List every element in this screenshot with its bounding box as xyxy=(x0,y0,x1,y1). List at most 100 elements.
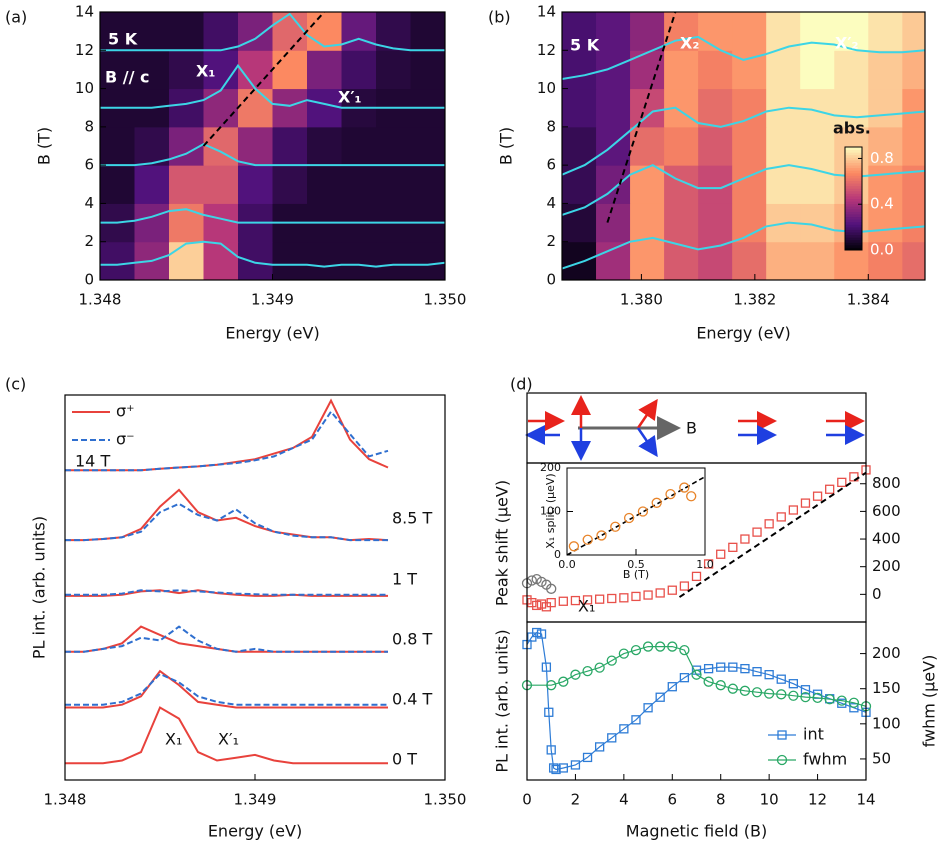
panel-label: (d) xyxy=(510,375,533,394)
data-point xyxy=(800,685,811,695)
data-point xyxy=(800,691,811,703)
y-tick-label: 6 xyxy=(84,156,94,174)
spectrum-trace xyxy=(562,163,925,216)
x-tick-label: 0 xyxy=(522,791,532,809)
x-axis-label: Magnetic field (B) xyxy=(626,822,767,841)
data-point xyxy=(812,491,823,501)
heatmap-cell xyxy=(732,126,767,166)
data-point xyxy=(643,703,653,713)
y-tick-label: 150 xyxy=(872,679,901,697)
y-tick-label: 100 xyxy=(872,714,901,732)
inset-x-label: B (T) xyxy=(623,568,649,581)
spectrum-trace xyxy=(562,35,925,80)
heatmap-cell xyxy=(800,203,835,243)
data-point xyxy=(764,519,774,529)
heatmap-cell xyxy=(596,203,631,243)
heatmap-cell xyxy=(630,88,665,128)
heatmap-cell xyxy=(203,203,239,243)
y-axis-label: PL int. (arb. units) xyxy=(30,516,49,659)
heatmap-cell xyxy=(307,88,342,128)
y-tick-label: 2 xyxy=(546,232,556,250)
data-point xyxy=(667,641,678,652)
spectrum-trace xyxy=(65,488,389,542)
x-tick-label: 1.349 xyxy=(234,791,277,809)
heatmap-cell xyxy=(203,88,239,128)
data-point xyxy=(776,689,787,700)
heatmap-cell xyxy=(834,50,869,90)
heatmap-cell xyxy=(902,203,925,243)
data-point xyxy=(548,763,559,773)
x-tick-label: 10 xyxy=(760,791,779,809)
annotation: X′₂ xyxy=(835,34,859,53)
field-label: B xyxy=(686,419,697,438)
x-tick-label: 1.348 xyxy=(79,291,122,309)
colorbar-segment xyxy=(845,162,862,166)
heatmap-cell xyxy=(238,126,273,166)
annotation: X₁ xyxy=(196,62,215,81)
colorbar-segment xyxy=(845,180,862,184)
colorbar-segment xyxy=(845,177,862,181)
heatmap-cell xyxy=(562,50,597,90)
heatmap-cell xyxy=(596,88,631,128)
heatmap xyxy=(100,12,445,280)
plot-frame xyxy=(561,11,926,281)
heatmap-cell xyxy=(596,241,631,280)
y-tick-label: 8 xyxy=(546,117,556,135)
data-point xyxy=(541,662,552,672)
y-axis-label: PL int. (arb. units) xyxy=(493,629,512,772)
spectrum-trace xyxy=(65,625,388,653)
y-tick-label: 4 xyxy=(546,194,556,212)
heatmap-cell xyxy=(630,12,665,51)
data-point xyxy=(739,685,751,696)
data-point xyxy=(752,527,762,537)
y-tick-label: 200 xyxy=(872,644,901,662)
spectrum-trace xyxy=(100,208,445,224)
heatmap-cell xyxy=(169,241,204,280)
spectrum-trace xyxy=(100,12,445,52)
x-tick-label: 1.348 xyxy=(44,791,87,809)
annotation: X₂ xyxy=(680,34,699,53)
heatmap-cell xyxy=(562,165,597,204)
y-tick-label: 400 xyxy=(872,530,901,548)
heatmap-cell xyxy=(272,88,308,128)
heatmap-cell xyxy=(834,12,869,51)
heatmap-cell xyxy=(341,50,377,90)
heatmap-cell xyxy=(307,50,342,90)
heatmap-cell xyxy=(410,126,445,166)
data-point xyxy=(536,599,547,609)
spectrum-trace xyxy=(100,142,445,167)
colorbar-segment xyxy=(845,221,862,225)
heatmap-cell xyxy=(800,241,835,280)
x-tick-label: 1.382 xyxy=(733,291,776,309)
heatmap-cell xyxy=(596,12,631,51)
data-point xyxy=(607,733,617,743)
heatmap-cell xyxy=(376,165,411,204)
data-point xyxy=(836,695,847,706)
data-point xyxy=(637,506,649,517)
data-point xyxy=(582,666,593,677)
heatmap-cell xyxy=(698,203,733,243)
heatmap-cell xyxy=(868,50,903,90)
spectrum-trace xyxy=(65,502,388,542)
data-point xyxy=(558,596,568,606)
fit-line xyxy=(678,471,867,598)
data-point xyxy=(788,679,799,689)
heatmap-cell xyxy=(766,241,801,280)
data-point xyxy=(764,670,774,680)
legend-label: σ⁻ xyxy=(116,430,135,449)
heatmap-cell xyxy=(664,165,699,204)
y-tick-label: 14 xyxy=(537,3,556,21)
heatmap-cell xyxy=(203,50,239,90)
spectrum-trace xyxy=(65,672,388,706)
heatmap-cell xyxy=(868,241,903,280)
data-point xyxy=(716,662,726,672)
data-point xyxy=(788,505,799,515)
spectrum-trace xyxy=(100,63,445,109)
heatmap-cell xyxy=(100,126,135,166)
data-point xyxy=(776,674,786,684)
heatmap-cell xyxy=(203,241,239,280)
heatmap-cell xyxy=(341,126,377,166)
data-point xyxy=(558,676,569,687)
heatmap-cell xyxy=(134,203,170,243)
